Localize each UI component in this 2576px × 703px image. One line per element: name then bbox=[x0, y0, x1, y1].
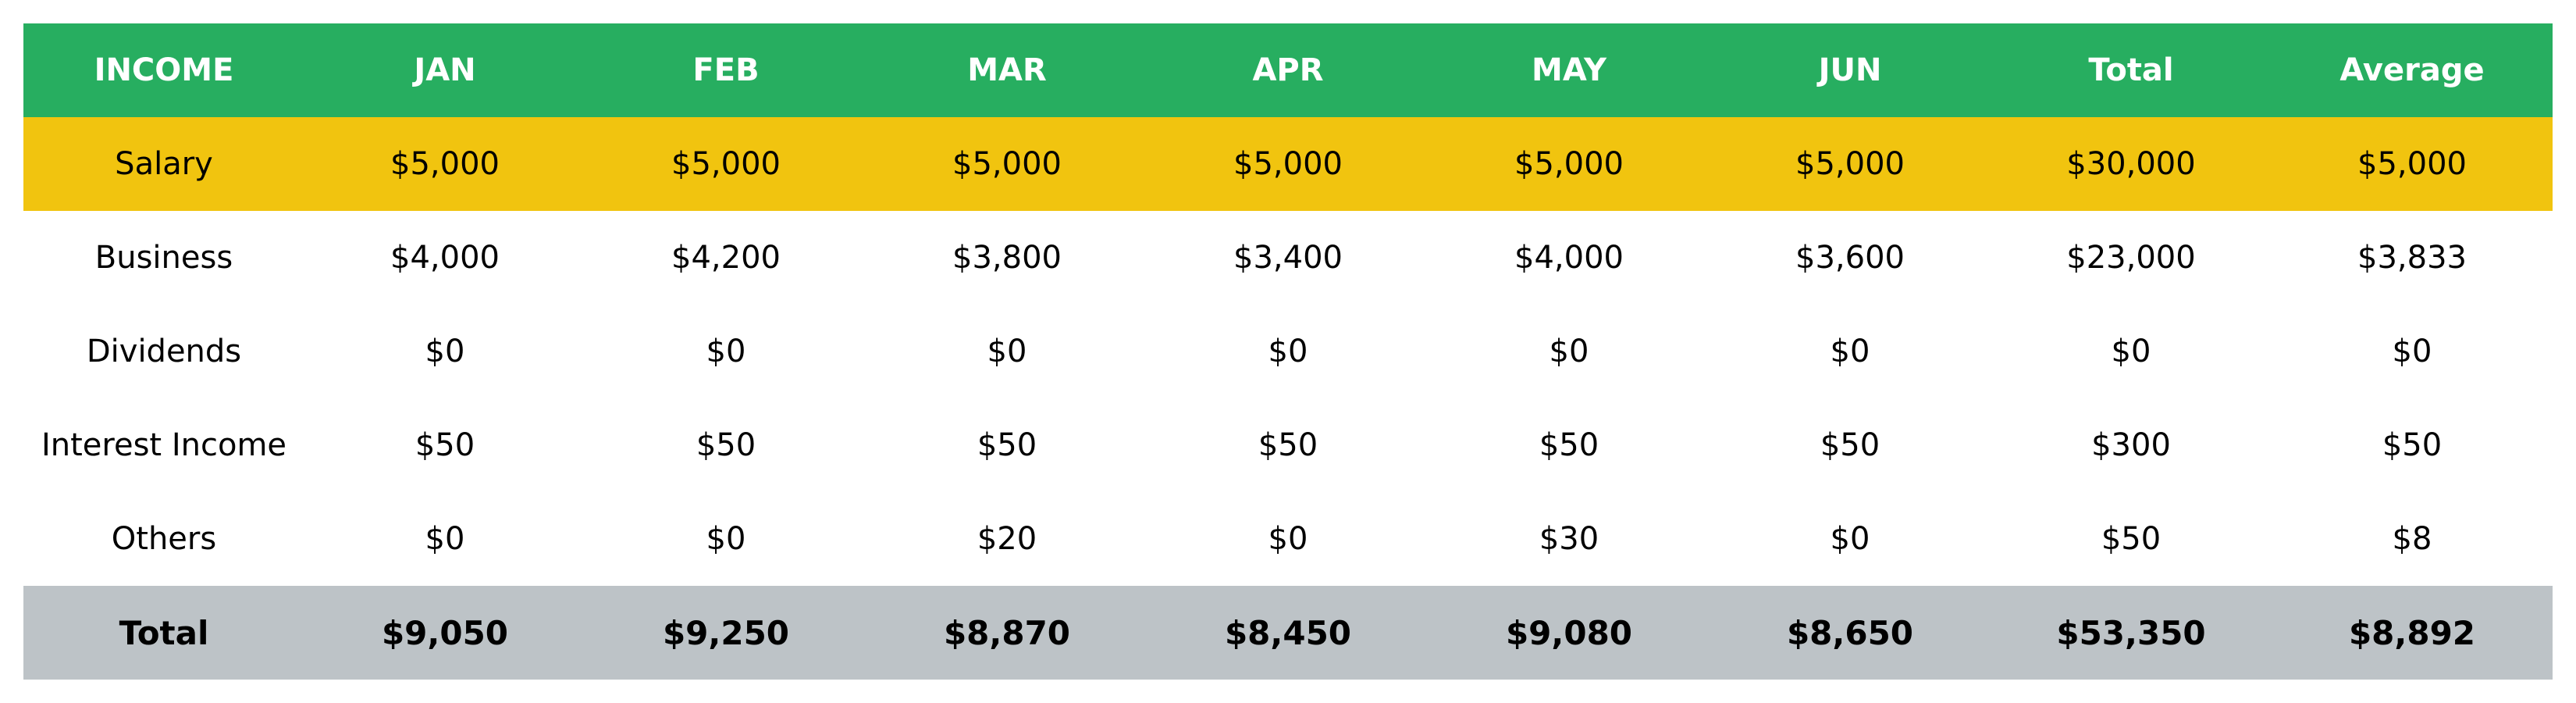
table-cell: $3,800 bbox=[952, 240, 1062, 276]
row-label: Dividends bbox=[86, 334, 242, 369]
total-cell: $53,350 bbox=[2056, 613, 2206, 652]
table-cell: $30 bbox=[1539, 521, 1599, 557]
table-row-others: Others $0 $0 $20 $0 $30 $0 $50 $8 bbox=[23, 492, 2553, 586]
total-cell: $9,080 bbox=[1505, 613, 1633, 652]
column-header-jun: JUN bbox=[1818, 52, 1882, 88]
table-cell: $0 bbox=[425, 334, 465, 369]
table-cell: $23,000 bbox=[2066, 240, 2196, 276]
column-header-feb: FEB bbox=[692, 52, 760, 88]
table-body: Salary $5,000 $5,000 $5,000 $5,000 $5,00… bbox=[23, 117, 2553, 680]
table-cell: $5,000 bbox=[390, 146, 500, 182]
total-cell: $9,050 bbox=[381, 613, 509, 652]
table-cell: $50 bbox=[977, 427, 1037, 463]
table-cell: $0 bbox=[2392, 334, 2432, 369]
total-cell: $9,250 bbox=[662, 613, 790, 652]
column-header-income: INCOME bbox=[94, 52, 234, 88]
column-header-mar: MAR bbox=[967, 52, 1047, 88]
table-cell: $8 bbox=[2392, 521, 2432, 557]
table-cell: $4,200 bbox=[671, 240, 781, 276]
table-row-total: Total $9,050 $9,250 $8,870 $8,450 $9,080… bbox=[23, 586, 2553, 680]
table-cell: $20 bbox=[977, 521, 1037, 557]
table-cell: $50 bbox=[1820, 427, 1880, 463]
table-cell: $0 bbox=[1549, 334, 1589, 369]
table-cell: $4,000 bbox=[1514, 240, 1624, 276]
table-cell: $50 bbox=[2101, 521, 2161, 557]
table-cell: $5,000 bbox=[952, 146, 1062, 182]
column-header-total: Total bbox=[2088, 52, 2174, 88]
table-cell: $4,000 bbox=[390, 240, 500, 276]
table-cell: $30,000 bbox=[2066, 146, 2196, 182]
total-cell: $8,450 bbox=[1224, 613, 1352, 652]
income-table: INCOME JAN FEB MAR APR MAY JUN Total Ave… bbox=[23, 23, 2553, 680]
table-cell: $0 bbox=[706, 521, 746, 557]
table-cell: $3,833 bbox=[2357, 240, 2467, 276]
row-label: Interest Income bbox=[41, 427, 287, 463]
income-table-container: INCOME JAN FEB MAR APR MAY JUN Total Ave… bbox=[23, 23, 2553, 680]
table-cell: $300 bbox=[2091, 427, 2171, 463]
table-cell: $3,600 bbox=[1795, 240, 1905, 276]
table-cell: $5,000 bbox=[1233, 146, 1343, 182]
table-cell: $0 bbox=[987, 334, 1027, 369]
table-cell: $0 bbox=[1830, 521, 1870, 557]
column-header-apr: APR bbox=[1252, 52, 1324, 88]
row-label: Others bbox=[111, 521, 217, 557]
table-row-interest-income: Interest Income $50 $50 $50 $50 $50 $50 … bbox=[23, 398, 2553, 492]
column-header-may: MAY bbox=[1532, 52, 1606, 88]
table-row-dividends: Dividends $0 $0 $0 $0 $0 $0 $0 $0 bbox=[23, 305, 2553, 398]
column-header-average: Average bbox=[2339, 52, 2485, 88]
table-row-salary: Salary $5,000 $5,000 $5,000 $5,000 $5,00… bbox=[23, 117, 2553, 211]
table-cell: $50 bbox=[415, 427, 475, 463]
table-cell: $0 bbox=[425, 521, 465, 557]
table-cell: $0 bbox=[1268, 334, 1308, 369]
table-row-business: Business $4,000 $4,200 $3,800 $3,400 $4,… bbox=[23, 211, 2553, 305]
row-label: Salary bbox=[115, 146, 213, 182]
table-cell: $50 bbox=[1258, 427, 1318, 463]
row-label: Business bbox=[94, 240, 233, 276]
table-cell: $50 bbox=[696, 427, 756, 463]
column-header-jan: JAN bbox=[414, 52, 476, 88]
table-cell: $3,400 bbox=[1233, 240, 1343, 276]
table-cell: $0 bbox=[706, 334, 746, 369]
total-cell: $8,892 bbox=[2348, 613, 2476, 652]
total-label: Total bbox=[119, 613, 209, 652]
table-cell: $50 bbox=[1539, 427, 1599, 463]
table-cell: $5,000 bbox=[2357, 146, 2467, 182]
total-cell: $8,650 bbox=[1786, 613, 1914, 652]
table-cell: $0 bbox=[1830, 334, 1870, 369]
table-cell: $0 bbox=[2111, 334, 2151, 369]
total-cell: $8,870 bbox=[943, 613, 1071, 652]
table-cell: $50 bbox=[2382, 427, 2443, 463]
table-cell: $5,000 bbox=[671, 146, 781, 182]
table-cell: $5,000 bbox=[1795, 146, 1905, 182]
table-cell: $0 bbox=[1268, 521, 1308, 557]
table-cell: $5,000 bbox=[1514, 146, 1624, 182]
header-row: INCOME JAN FEB MAR APR MAY JUN Total Ave… bbox=[23, 23, 2553, 117]
